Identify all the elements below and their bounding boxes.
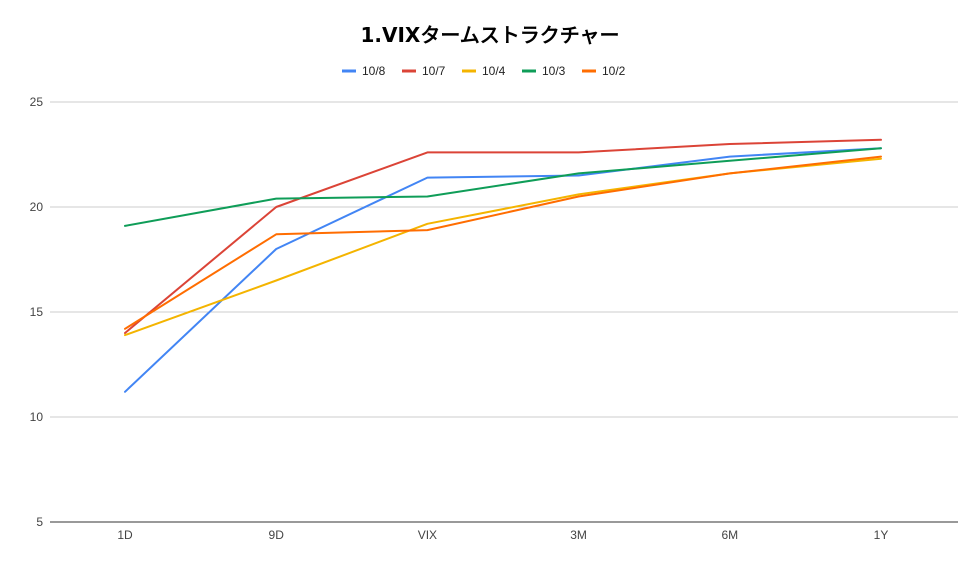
x-tick-label: 1D (117, 528, 133, 542)
y-tick-label: 20 (30, 200, 44, 214)
legend-label: 10/3 (542, 64, 566, 78)
legend-item[interactable]: 10/2 (582, 64, 626, 78)
legend-item[interactable]: 10/3 (522, 64, 566, 78)
legend-label: 10/8 (362, 64, 386, 78)
series-line-5 (124, 155, 882, 330)
legend-label: 10/7 (422, 64, 446, 78)
legend-label: 10/4 (482, 64, 506, 78)
y-tick-label: 25 (30, 95, 44, 109)
legend-label: 10/2 (602, 64, 626, 78)
chart-title: 1.VIXタームストラクチャー (360, 23, 619, 47)
legend: 10/8 10/7 10/4 10/3 10/2 (342, 64, 626, 78)
legend-item[interactable]: 10/7 (402, 64, 446, 78)
legend-item[interactable]: 10/8 (342, 64, 386, 78)
series-line-2 (124, 138, 882, 334)
gridlines (50, 101, 958, 523)
x-tick-label: 6M (721, 528, 738, 542)
series-lines (124, 138, 882, 393)
y-axis-tick-labels: 5 10 15 20 25 (30, 95, 44, 529)
series-line-4 (124, 147, 882, 227)
y-tick-label: 10 (30, 410, 44, 424)
y-tick-label: 15 (30, 305, 44, 319)
series-line-1 (124, 147, 882, 393)
x-axis-tick-labels: 1D 9D VIX 3M 6M 1Y (117, 528, 888, 542)
x-tick-label: 3M (570, 528, 587, 542)
x-tick-label: 9D (269, 528, 285, 542)
legend-item[interactable]: 10/4 (462, 64, 506, 78)
x-tick-label: 1Y (874, 528, 889, 542)
x-tick-label: VIX (418, 528, 437, 542)
y-tick-label: 5 (36, 515, 43, 529)
